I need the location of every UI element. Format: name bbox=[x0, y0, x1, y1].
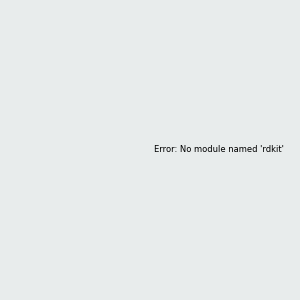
Text: Error: No module named 'rdkit': Error: No module named 'rdkit' bbox=[154, 145, 284, 154]
